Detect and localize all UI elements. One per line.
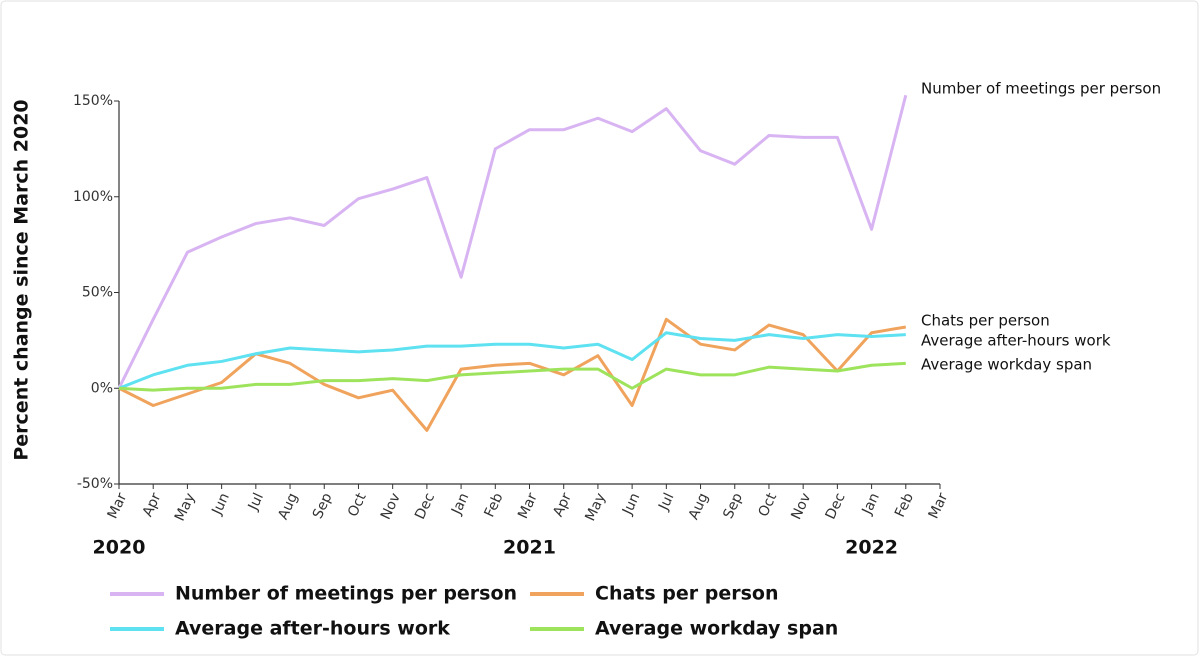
year-label: 2020 <box>93 537 146 559</box>
series-line <box>118 361 906 392</box>
year-label: 2021 <box>503 537 556 559</box>
y-tick-label: 100% <box>73 189 113 205</box>
series-line <box>118 317 907 432</box>
y-tick-label: 150% <box>73 93 113 109</box>
x-tick-label: Jul <box>245 491 267 514</box>
legend-label: Average after-hours work <box>175 618 450 640</box>
y-tick-label: -50% <box>77 476 113 492</box>
legend-label: Average workday span <box>595 618 838 640</box>
series-line <box>118 331 906 390</box>
year-label: 2022 <box>845 537 898 559</box>
end-label: Average after-hours work <box>921 332 1111 350</box>
series-line <box>117 94 908 389</box>
end-label: Number of meetings per person <box>921 80 1161 98</box>
end-label: Average workday span <box>921 356 1092 374</box>
y-tick-label: 0% <box>91 380 113 396</box>
legend-label: Chats per person <box>595 583 779 605</box>
x-tick-label: Jul <box>656 491 678 514</box>
y-axis-label: Percent change since March 2020 <box>11 99 33 460</box>
legend-label: Number of meetings per person <box>175 583 517 605</box>
y-tick-label: 50% <box>82 285 113 301</box>
end-label: Chats per person <box>921 312 1050 330</box>
